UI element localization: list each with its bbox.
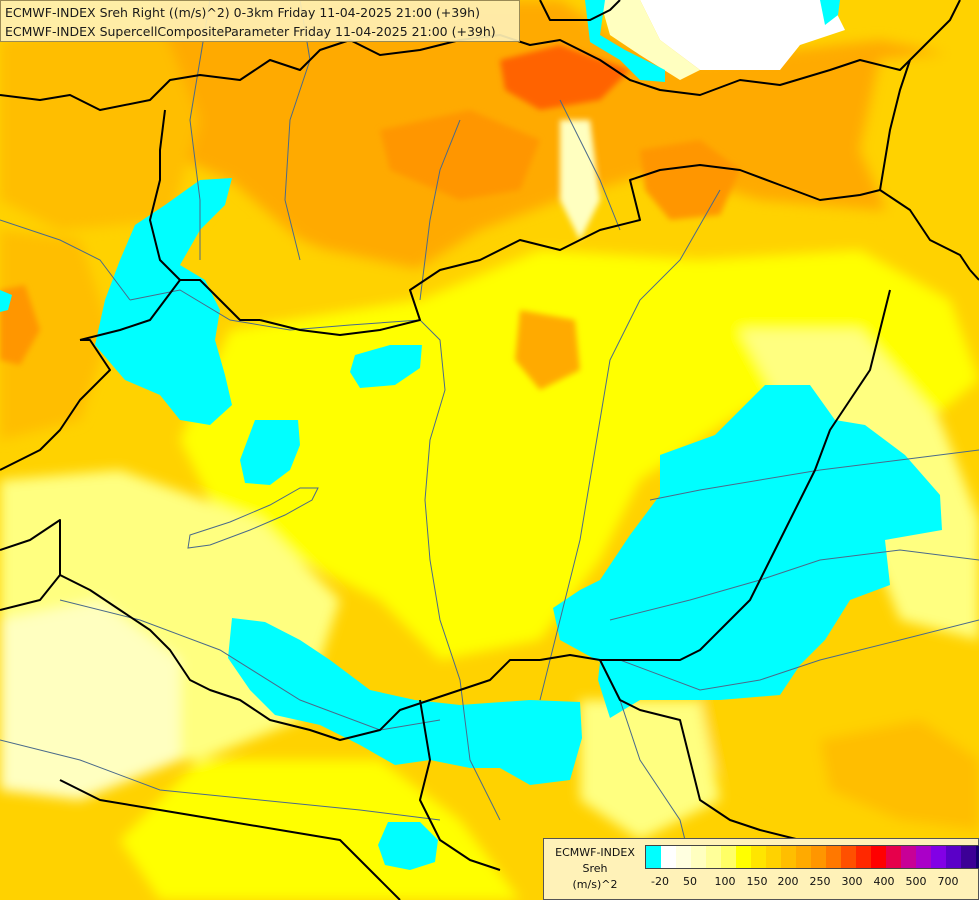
- region-south-pale: [580, 700, 720, 840]
- cyan-south-small: [378, 822, 438, 870]
- border-austria: [79, 109, 181, 341]
- region-north-gold: [0, 20, 200, 230]
- legend-tick-label: -20: [651, 875, 669, 888]
- legend-swatches: [645, 845, 979, 869]
- legend-title: ECMWF-INDEX Sreh (m/s)^2: [547, 845, 643, 893]
- field-cores: [0, 45, 740, 390]
- legend-swatch: [886, 846, 901, 868]
- legend-tick-label: 500: [905, 875, 927, 888]
- legend-swatch: [781, 846, 796, 868]
- border-hungary-west: [180, 279, 260, 321]
- legend-swatch: [661, 846, 676, 868]
- cyan-small-2: [240, 420, 300, 485]
- legend-swatch: [916, 846, 931, 868]
- river-east-2: [609, 549, 979, 621]
- border-northern: [0, 34, 911, 111]
- core-west: [0, 285, 40, 365]
- legend-tick-labels: -20 50 100 150 200 250 300 400 500 700: [645, 875, 975, 891]
- region-southwest-pale: [0, 600, 180, 800]
- header-line-2: ECMWF-INDEX SupercellCompositeParameter …: [5, 24, 496, 39]
- legend-swatch: [811, 846, 826, 868]
- core-north-pale: [560, 120, 600, 240]
- border-hungary-north: [259, 164, 971, 336]
- legend-swatch: [871, 846, 886, 868]
- border-czech: [539, 0, 621, 21]
- cyan-east-large: [553, 385, 942, 718]
- river-balaton: [187, 487, 319, 549]
- cyan-west-edge: [0, 290, 12, 312]
- legend-swatch: [946, 846, 961, 868]
- legend-swatch: [736, 846, 751, 868]
- legend-swatch: [766, 846, 781, 868]
- cyan-regions: [0, 0, 942, 870]
- legend-tick-label: 700: [937, 875, 959, 888]
- border-hungary-south: [59, 574, 540, 741]
- river-west-1: [0, 219, 131, 301]
- core-north-2: [500, 45, 630, 110]
- legend-swatch: [931, 846, 946, 868]
- border-serbia-west: [419, 699, 501, 871]
- river-mures: [619, 619, 979, 691]
- cyan-north-2: [820, 0, 840, 25]
- river-drava: [59, 599, 441, 731]
- border-bosnia: [59, 779, 401, 900]
- legend-swatch: [976, 846, 979, 868]
- region-center-north-gold: [180, 230, 420, 330]
- legend-tick-label: 400: [873, 875, 895, 888]
- border-slovenia: [0, 339, 111, 471]
- river-sava: [0, 739, 441, 821]
- legend-swatch: [961, 846, 976, 868]
- legend-title-line-3: (m/s)^2: [572, 878, 618, 891]
- legend-swatch: [856, 846, 871, 868]
- color-legend: ECMWF-INDEX Sreh (m/s)^2 -20 50 100 150 200 2…: [543, 838, 979, 900]
- region-east-gold: [860, 50, 979, 250]
- map-header: ECMWF-INDEX Sreh Right ((m/s)^2) 0-3km F…: [0, 0, 520, 42]
- legend-tick-label: 50: [683, 875, 697, 888]
- border-romania-serbia: [599, 659, 801, 841]
- legend-title-line-1: ECMWF-INDEX: [555, 846, 635, 859]
- border-croatia: [0, 519, 61, 611]
- legend-swatch: [826, 846, 841, 868]
- legend-tick-label: 150: [746, 875, 768, 888]
- region-southeast-orange: [820, 720, 979, 830]
- region-north-pale-edge: [600, 0, 700, 80]
- river-east-1: [649, 449, 979, 501]
- river-danube: [129, 289, 501, 821]
- legend-tick-label: 200: [777, 875, 799, 888]
- core-north-1: [380, 110, 540, 200]
- region-left-gold: [0, 230, 110, 440]
- region-north-white: [640, 0, 845, 70]
- legend-swatch: [901, 846, 916, 868]
- border-romania-inner: [969, 269, 979, 281]
- legend-tick-label: 100: [714, 875, 736, 888]
- border-hungary-east: [539, 289, 891, 661]
- legend-swatch: [841, 846, 856, 868]
- legend-swatch: [751, 846, 766, 868]
- legend-tick-label: 250: [809, 875, 831, 888]
- river-tisza: [539, 189, 721, 701]
- river-north-2: [419, 119, 461, 301]
- legend-swatch: [691, 846, 706, 868]
- cyan-southwest: [228, 618, 582, 785]
- cyan-small-1: [350, 345, 422, 388]
- core-north-3: [640, 140, 740, 220]
- legend-title-line-2: Sreh: [582, 862, 608, 875]
- legend-swatch: [796, 846, 811, 868]
- core-center: [515, 310, 580, 390]
- legend-swatch: [676, 846, 691, 868]
- river-north-3: [559, 99, 621, 231]
- header-line-1: ECMWF-INDEX Sreh Right ((m/s)^2) 0-3km F…: [5, 5, 480, 20]
- legend-swatch: [721, 846, 736, 868]
- legend-tick-label: 300: [841, 875, 863, 888]
- legend-swatch: [706, 846, 721, 868]
- legend-swatch: [646, 846, 661, 868]
- cyan-north: [585, 0, 665, 82]
- border-ukraine: [879, 0, 961, 191]
